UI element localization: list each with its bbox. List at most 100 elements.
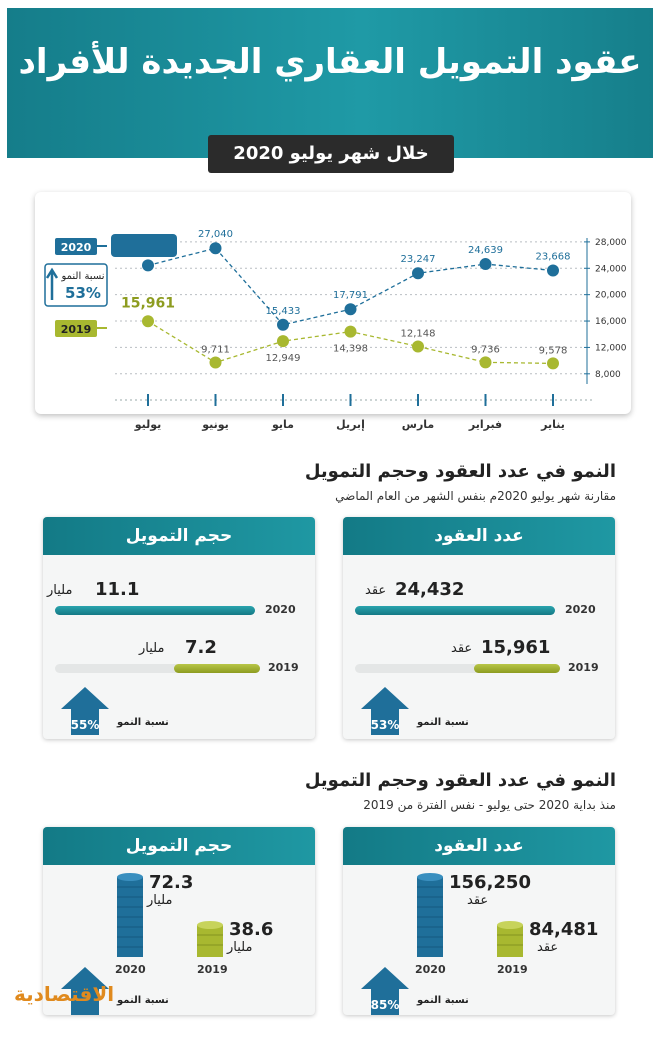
s1-contracts-growth-value: 53%	[371, 718, 400, 732]
s2-contracts-2019-unit: عقد	[537, 940, 559, 955]
data-label-2019: 9,578	[539, 345, 568, 356]
s2-contracts-growth-value: 85%	[371, 998, 400, 1012]
s1-financing-2020-year: 2020	[265, 603, 296, 616]
chart-growth-label: نسبة النمو	[60, 271, 104, 282]
section1-title: النمو في عدد العقود وحجم التمويل	[304, 461, 616, 482]
s1-financing-growth-label: نسبة النمو	[117, 717, 169, 728]
s2-contracts-2020-stack-icon	[417, 873, 443, 957]
s2-financing-2020-year: 2020	[115, 963, 146, 976]
point-2020	[209, 242, 222, 255]
data-label-2020: 15,433	[266, 306, 301, 317]
section1-financing-card: حجم التمويل 11.1 مليار 2020 7.2 مليار 20…	[43, 517, 315, 739]
up-arrow-icon	[45, 267, 59, 300]
legend-2020-label: 2020	[61, 241, 92, 254]
publisher-logo: الاقتصادية	[14, 982, 115, 1006]
section2-title: النمو في عدد العقود وحجم التمويل	[304, 770, 616, 791]
chart-card	[35, 192, 631, 414]
point-2019	[277, 335, 289, 348]
s1-financing-2019-bar	[173, 664, 260, 673]
s2-contracts-growth-label: نسبة النمو	[417, 995, 469, 1006]
s2-contracts-2019-value: 84,481	[529, 919, 599, 940]
section1-contracts-header: عدد العقود	[343, 517, 615, 555]
s1-contracts-2019-year: 2019	[568, 661, 599, 674]
y-tick-label: 20,000	[595, 291, 627, 301]
data-label-2019: 12,949	[266, 353, 301, 364]
chart-growth-value: 53%	[65, 284, 101, 302]
s2-contracts-2020-value: 156,250	[449, 872, 531, 893]
s2-contracts-2019-year: 2019	[497, 963, 528, 976]
data-label-2019: 14,398	[333, 344, 368, 355]
s2-contracts-2020-unit: عقد	[467, 893, 489, 908]
data-label-2020: 23,668	[536, 251, 571, 262]
page-subtitle: خلال شهر يوليو 2020	[208, 135, 454, 173]
legend-2019: 2019	[55, 320, 107, 337]
point-2020	[547, 264, 559, 277]
s1-contracts-2020-year: 2020	[565, 603, 596, 616]
data-label-2019: 9,736	[471, 344, 500, 355]
s1-contracts-growth-label: نسبة النمو	[417, 717, 469, 728]
x-tick-label: مايو	[271, 418, 294, 431]
s2-financing-growth-arrow-icon	[61, 967, 109, 1015]
section1-subtitle: مقارنة شهر يوليو 2020م بنفس الشهر من الع…	[335, 489, 616, 503]
line-chart: 8,000 12,000 16,000 20,000 24,000 28,000 يولي…	[44, 229, 627, 431]
x-tick-label: يونيو	[201, 418, 229, 431]
y-tick-label: 12,000	[595, 343, 627, 353]
s1-financing-2019-year: 2019	[268, 661, 299, 674]
data-label-2020: 17,791	[333, 290, 368, 301]
y-tick-label: 24,000	[595, 264, 627, 274]
s1-contracts-2019-unit: عقد	[451, 641, 473, 656]
s1-contracts-2020-unit: عقد	[365, 583, 387, 598]
point-2019	[479, 356, 492, 369]
s2-financing-2019-year: 2019	[197, 963, 228, 976]
s1-financing-2019-value: 7.2	[185, 637, 217, 658]
s1-financing-2020-bar	[55, 606, 255, 615]
y-tick-label: 16,000	[595, 317, 627, 327]
section2-financing-header: حجم التمويل	[43, 827, 315, 865]
page-title: عقود التمويل العقاري الجديدة للأفراد	[18, 42, 642, 82]
data-label-2020: 27,040	[198, 229, 233, 240]
s1-financing-growth-arrow-icon: 55%	[61, 687, 109, 735]
legend-2020: 2020	[55, 238, 107, 255]
s2-financing-2019-unit: مليار	[227, 940, 253, 955]
section2-subtitle: منذ بداية 2020 حتى يوليو - نفس الفترة من…	[363, 798, 616, 812]
x-tick-label: يناير	[540, 418, 565, 431]
point-2019	[209, 356, 222, 369]
s1-financing-2020-unit: مليار	[47, 583, 73, 598]
s1-contracts-2019-value: 15,961	[481, 637, 551, 658]
s2-contracts-2019-stack-icon	[497, 921, 523, 957]
section1-financing-header: حجم التمويل	[43, 517, 315, 555]
highlight-box-2020	[111, 234, 177, 257]
data-label-2020: 24,639	[468, 245, 503, 256]
data-label-2019: 15,961	[121, 295, 175, 311]
s2-financing-2020-stack-icon	[117, 873, 143, 957]
s1-contracts-2019-bar	[473, 664, 560, 673]
point-2019	[142, 315, 154, 328]
data-label-2019: 9,711	[201, 345, 230, 356]
s1-contracts-2019-track	[355, 664, 560, 673]
point-2020	[412, 267, 424, 280]
chart-growth-badge: نسبة النمو 53%	[44, 263, 108, 307]
s1-financing-2020-value: 11.1	[95, 579, 140, 600]
s1-contracts-2020-bar	[355, 606, 555, 615]
s2-financing-2020-value: 72.3	[149, 872, 194, 893]
point-2020	[142, 259, 154, 272]
point-2019	[344, 325, 357, 338]
data-label-2019: 12,148	[401, 328, 436, 339]
x-tick-label: فبراير	[468, 418, 502, 431]
header-banner	[7, 8, 653, 158]
point-2020	[344, 303, 357, 316]
s2-financing-2020-unit: مليار	[147, 893, 173, 908]
s1-financing-2019-unit: مليار	[139, 641, 165, 656]
point-2019	[412, 340, 424, 353]
point-2019	[547, 357, 559, 370]
section2-contracts-card: عدد العقود 156,250 عقد 2020 84,481 عقد 2…	[343, 827, 615, 1015]
y-tick-label: 8,000	[595, 370, 621, 380]
s1-financing-growth-value: 55%	[71, 718, 100, 732]
section2-contracts-header: عدد العقود	[343, 827, 615, 865]
section1-contracts-card: عدد العقود 24,432 عقد 2020 15,961 عقد 20…	[343, 517, 615, 739]
section2-financing-card: حجم التمويل 72.3 مليار 2020 38.6 مليار 2…	[43, 827, 315, 1015]
s1-contracts-2020-value: 24,432	[395, 579, 465, 600]
legend-2019-label: 2019	[61, 323, 92, 336]
s2-financing-2019-stack-icon	[197, 921, 223, 957]
s2-financing-2019-value: 38.6	[229, 919, 274, 940]
